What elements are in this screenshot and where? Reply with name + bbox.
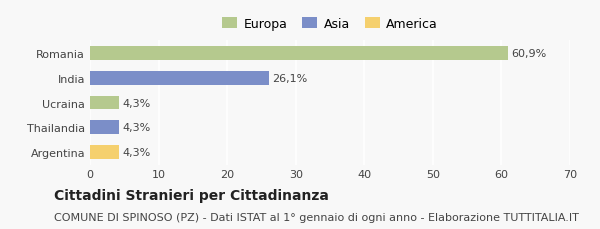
Text: 60,9%: 60,9%	[511, 49, 546, 59]
Text: 4,3%: 4,3%	[123, 147, 151, 158]
Bar	[90, 121, 119, 135]
Text: COMUNE DI SPINOSO (PZ) - Dati ISTAT al 1° gennaio di ogni anno - Elaborazione TU: COMUNE DI SPINOSO (PZ) - Dati ISTAT al 1…	[54, 212, 579, 222]
Legend: Europa, Asia, America: Europa, Asia, America	[217, 13, 443, 36]
Text: Cittadini Stranieri per Cittadinanza: Cittadini Stranieri per Cittadinanza	[54, 188, 329, 202]
Text: 4,3%: 4,3%	[123, 98, 151, 108]
Bar	[90, 96, 119, 110]
Bar	[90, 146, 119, 159]
Text: 4,3%: 4,3%	[123, 123, 151, 133]
Bar	[90, 71, 269, 85]
Text: 26,1%: 26,1%	[272, 73, 308, 83]
Bar	[90, 47, 508, 60]
